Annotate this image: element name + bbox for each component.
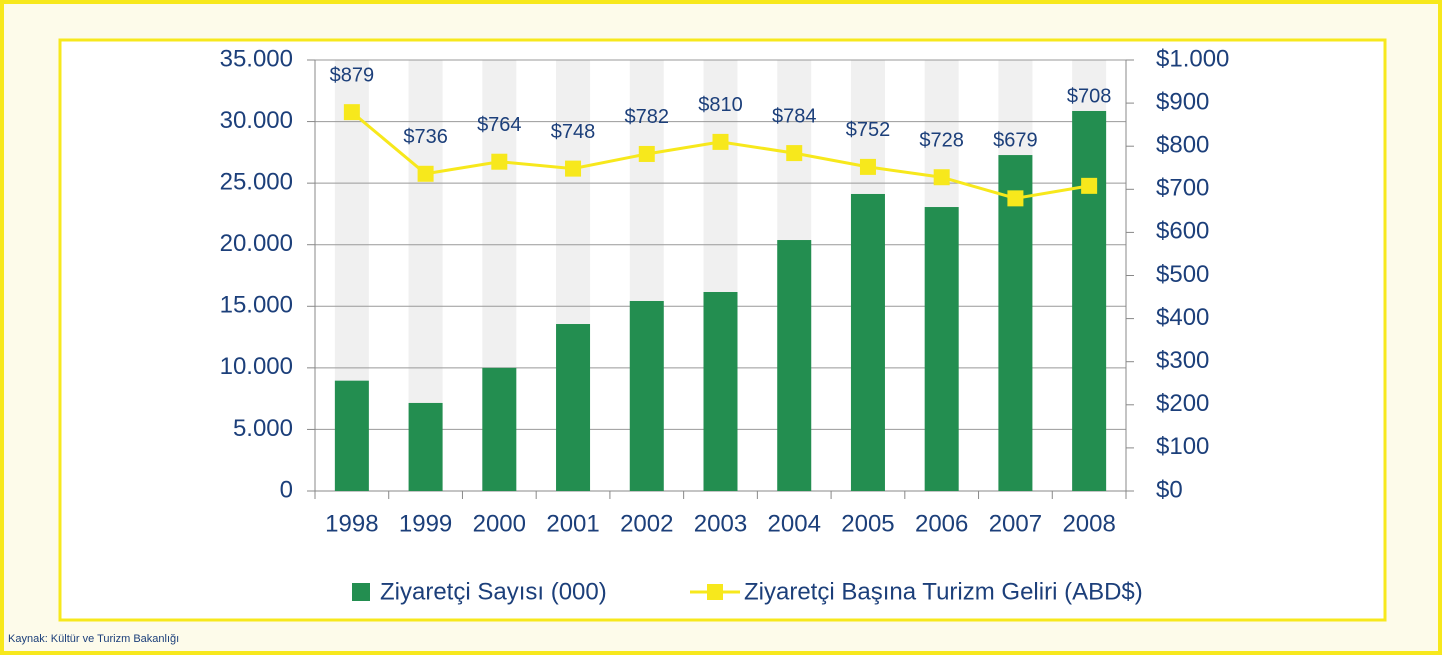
x-tick-label: 2003: [694, 510, 747, 537]
data-label: $782: [625, 106, 670, 128]
y2-tick-label: $800: [1156, 132, 1209, 159]
x-tick-label: 2006: [915, 510, 968, 537]
y-tick-label: 20.000: [220, 230, 293, 257]
y-tick-label: 30.000: [220, 107, 293, 134]
bar: [998, 155, 1033, 491]
x-tick-label: 2002: [620, 510, 673, 537]
x-tick-label: 2000: [473, 510, 526, 537]
data-label: $728: [919, 130, 964, 152]
x-tick-label: 2004: [768, 510, 821, 537]
legend-marker: [707, 584, 723, 600]
bar: [556, 324, 591, 491]
x-tick-label: 1998: [325, 510, 378, 537]
line-marker: [786, 145, 803, 162]
line-marker: [712, 133, 729, 150]
y-tick-label: 10.000: [220, 353, 293, 380]
x-tick-label: 2001: [546, 510, 599, 537]
bar: [408, 402, 443, 491]
line-marker: [1007, 190, 1024, 207]
y-tick-label: 25.000: [220, 168, 293, 195]
data-label: $679: [993, 129, 1038, 151]
legend-swatch: [352, 583, 370, 601]
bar: [924, 207, 959, 491]
x-tick-label: 2008: [1062, 510, 1115, 537]
y2-tick-label: $400: [1156, 304, 1209, 331]
y-tick-label: 15.000: [220, 292, 293, 319]
x-tick-label: 2005: [841, 510, 894, 537]
y2-tick-label: $900: [1156, 88, 1209, 115]
y2-tick-label: $100: [1156, 433, 1209, 460]
line-marker: [638, 145, 655, 162]
x-tick-label: 2007: [989, 510, 1042, 537]
x-tick-label: 1999: [399, 510, 452, 537]
data-label: $879: [330, 64, 375, 86]
bar: [703, 292, 738, 491]
line-marker: [417, 165, 434, 182]
y-tick-label: 5.000: [233, 415, 293, 442]
line-marker: [565, 160, 582, 177]
data-label: $736: [403, 126, 448, 148]
bar: [482, 367, 517, 491]
legend-label: Ziyaretçi Sayısı (000): [380, 578, 607, 605]
source: Kaynak: Kültür ve Turizm Bakanlığı: [8, 633, 179, 645]
data-label: $752: [846, 119, 891, 141]
y2-tick-label: $0: [1156, 476, 1183, 503]
y-tick-label: 35.000: [220, 45, 293, 72]
data-label: $764: [477, 114, 522, 136]
data-label: $748: [551, 121, 596, 143]
line-marker: [859, 158, 876, 175]
data-label: $784: [772, 105, 817, 127]
y2-tick-label: $1.000: [1156, 45, 1229, 72]
y2-tick-label: $300: [1156, 347, 1209, 374]
data-label: $708: [1067, 85, 1112, 107]
legend-label: Ziyaretçi Başına Turizm Geliri (ABD$): [744, 578, 1143, 605]
line-marker: [1081, 177, 1098, 194]
y2-tick-label: $200: [1156, 390, 1209, 417]
data-label: $810: [698, 94, 743, 116]
bar: [850, 193, 885, 491]
bar: [334, 380, 369, 491]
bar: [1072, 110, 1107, 491]
line-marker: [933, 169, 950, 186]
y-tick-label: 0: [280, 476, 293, 503]
line-marker: [343, 104, 360, 121]
line-marker: [491, 153, 508, 170]
y2-tick-label: $700: [1156, 175, 1209, 202]
bar: [629, 300, 664, 491]
bar: [777, 240, 812, 491]
y2-tick-label: $600: [1156, 218, 1209, 245]
y2-tick-label: $500: [1156, 261, 1209, 288]
